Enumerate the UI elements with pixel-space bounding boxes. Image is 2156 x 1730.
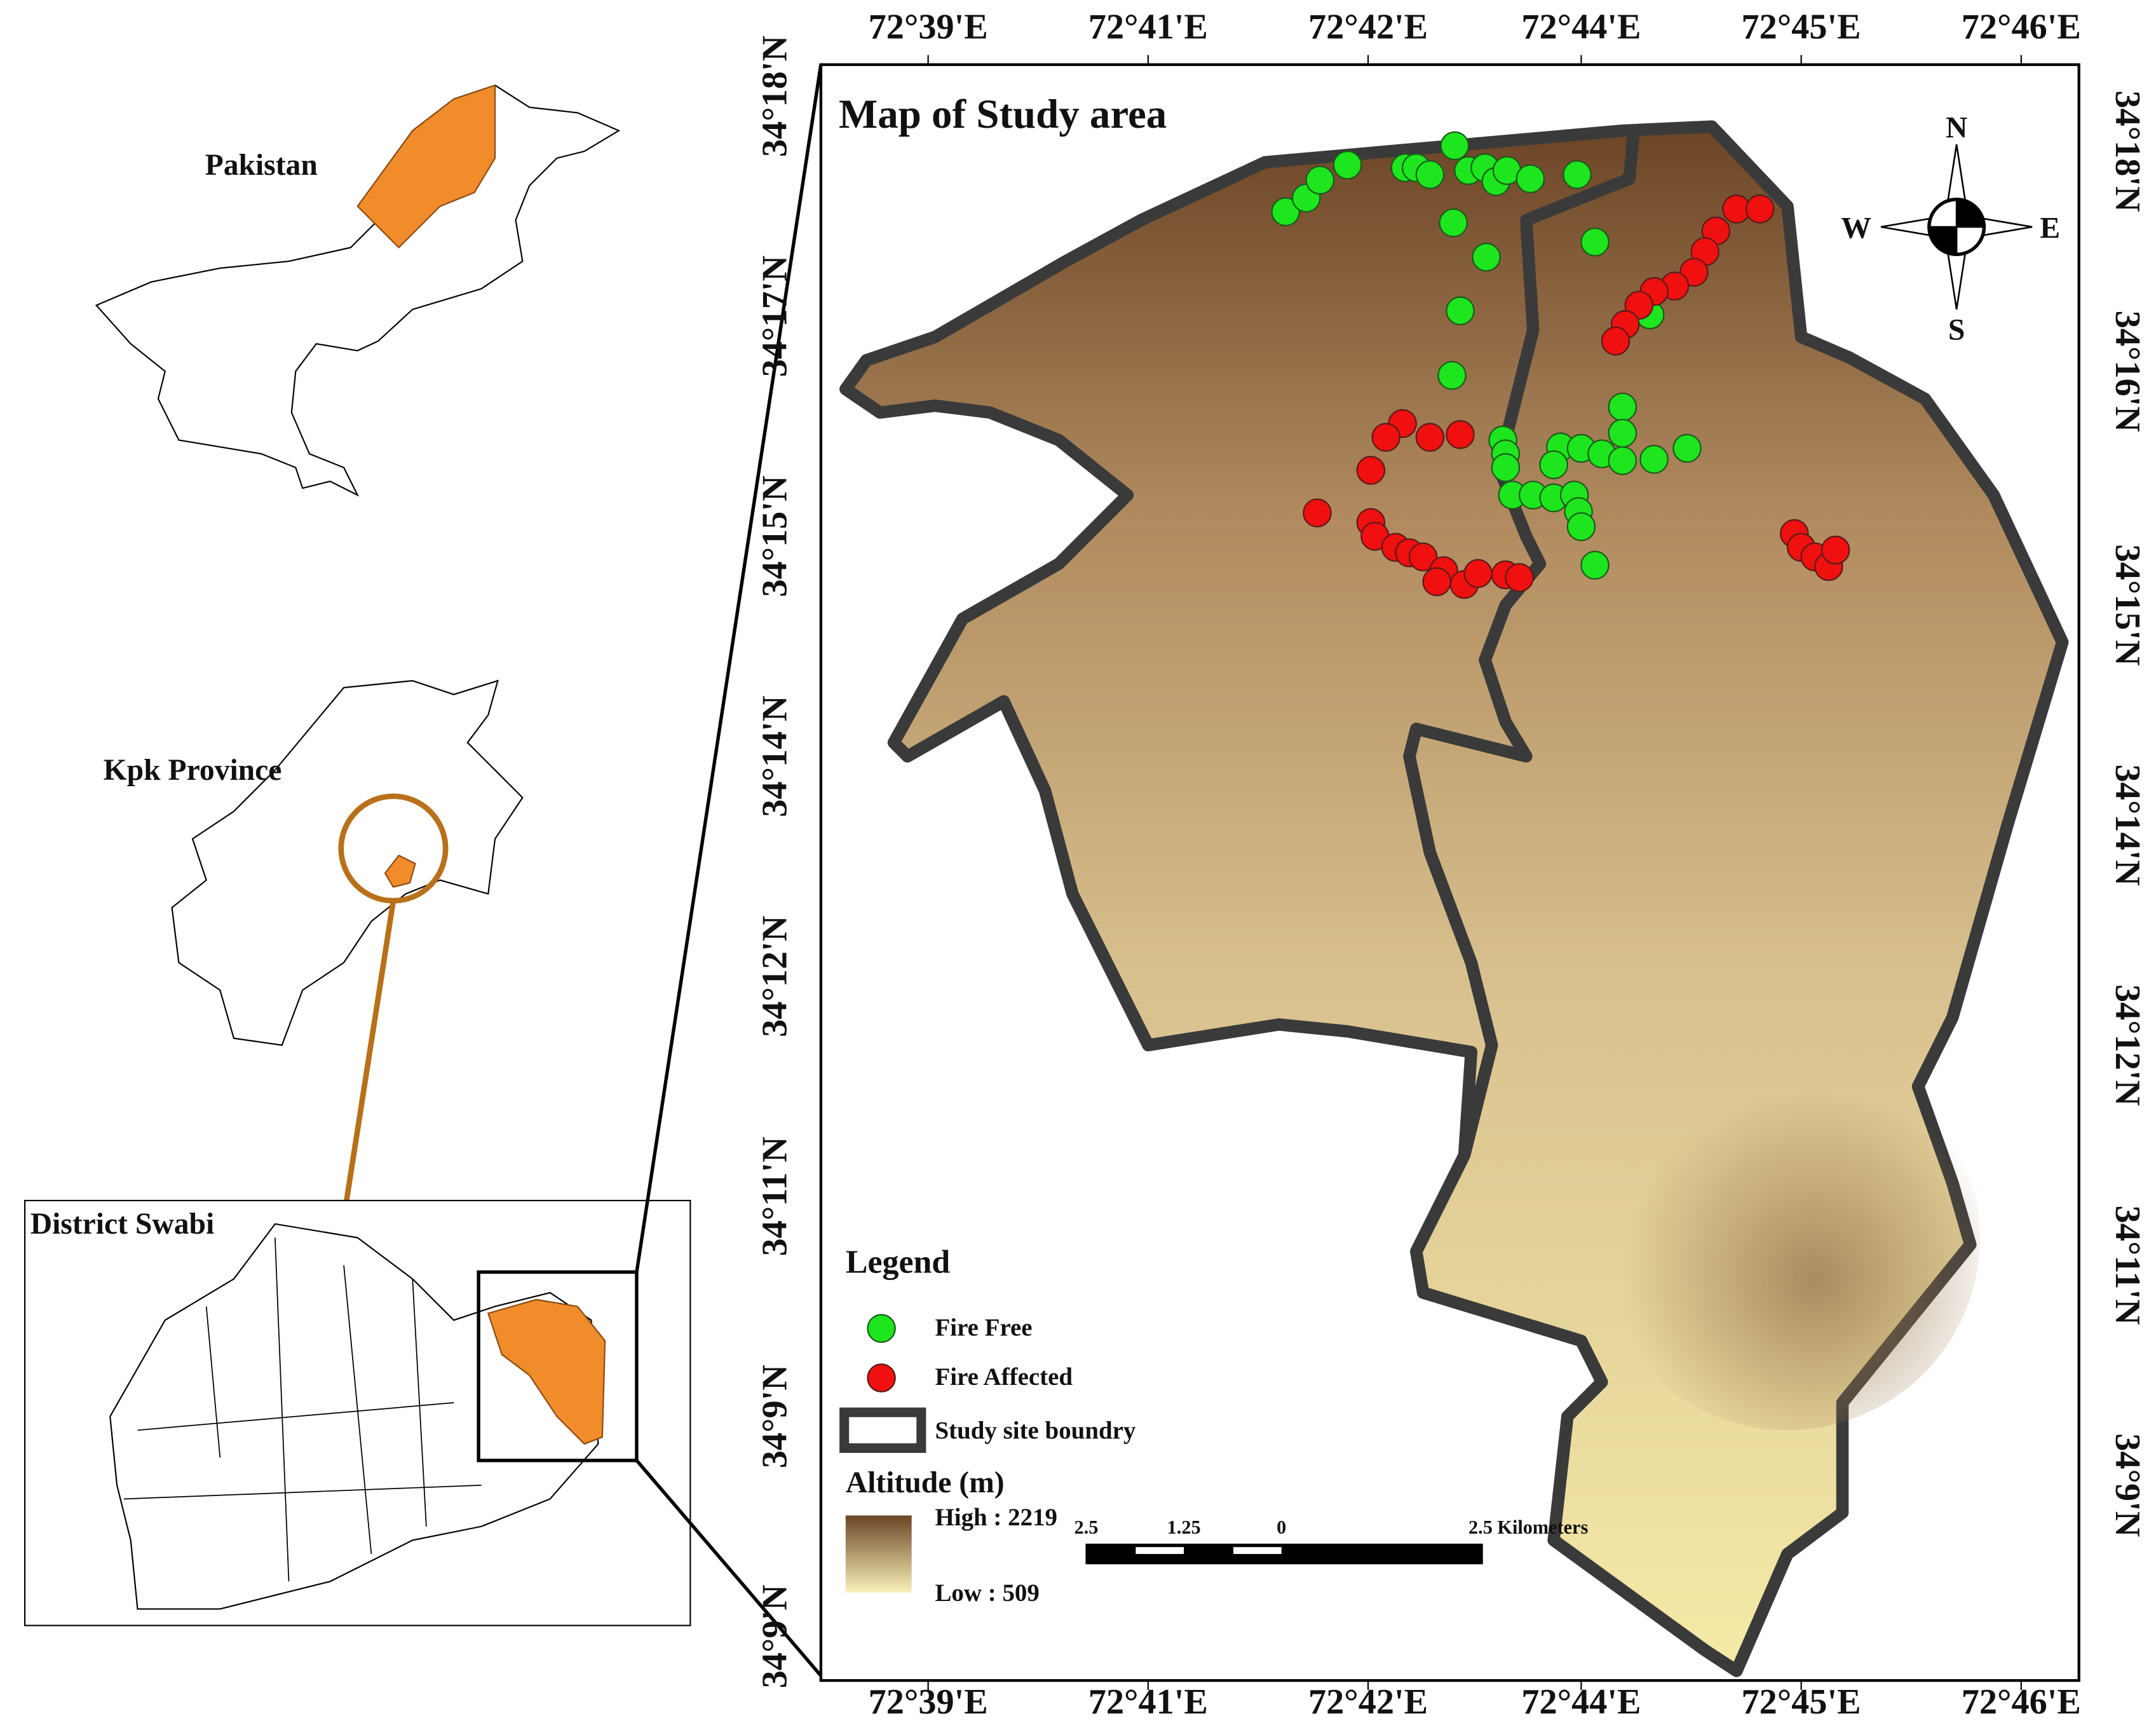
fire-affected-point — [1415, 423, 1445, 452]
lon-label: 72°41'E — [1088, 8, 1208, 47]
pakistan-inset — [95, 84, 621, 497]
legend-label: Fire Free — [935, 1314, 1032, 1341]
fire-affected-point — [1746, 194, 1775, 224]
kpk-inset — [171, 679, 524, 1201]
fire-affected-point — [1821, 535, 1850, 565]
compass-w: W — [1841, 212, 1871, 245]
lon-label: 72°46'E — [1962, 8, 2081, 47]
fire-free-point — [1437, 360, 1467, 390]
fire-free-point — [1566, 512, 1596, 541]
scale-label: 1.25 — [1167, 1516, 1201, 1538]
north-arrow — [1880, 144, 2033, 310]
fire-free-point — [1415, 160, 1445, 189]
altitude-low: Low : 509 — [935, 1579, 1039, 1607]
legend-symbol — [867, 1314, 896, 1343]
inset-label: District Swabi — [31, 1208, 215, 1241]
lat-label: 34°11'N — [756, 1136, 795, 1256]
fire-free-point — [1672, 433, 1702, 463]
compass-e: E — [2040, 212, 2060, 245]
scale-bar — [1085, 1543, 1483, 1565]
lon-label: 72°42'E — [1308, 8, 1428, 47]
compass-n: N — [1946, 111, 1967, 144]
fire-free-point — [1515, 164, 1545, 194]
fire-free-point — [1580, 228, 1610, 257]
map-title: Map of Study area — [839, 92, 1167, 137]
legend-symbol — [867, 1363, 896, 1393]
fire-free-point — [1539, 450, 1568, 480]
fire-affected-point — [1303, 498, 1332, 528]
lat-label: 34°14'N — [756, 695, 795, 817]
fire-free-point — [1563, 160, 1592, 189]
fire-free-point — [1608, 392, 1637, 422]
lon-label: 72°39'E — [869, 8, 988, 47]
fire-affected-point — [1601, 326, 1631, 356]
lat-label: 34°17'N — [756, 255, 795, 377]
lat-label: 34°18'N — [2108, 90, 2147, 212]
fire-free-point — [1332, 150, 1362, 180]
fire-affected-point — [1505, 563, 1534, 592]
lat-label: 34°14'N — [2108, 765, 2147, 886]
scale-label: 2.5 — [1075, 1516, 1099, 1538]
sample-points — [1271, 131, 1850, 599]
scale-label: 2.5 Kilometers — [1468, 1516, 1589, 1538]
lon-label: 72°45'E — [1742, 8, 1861, 47]
lat-label: 34°11'N — [2108, 1206, 2147, 1325]
legend-symbol — [839, 1407, 926, 1454]
altitude-ramp — [845, 1515, 912, 1593]
fire-free-point — [1580, 550, 1610, 580]
lat-label: 34°12'N — [756, 916, 795, 1037]
fire-free-point — [1439, 208, 1468, 238]
lat-label: 34°12'N — [2108, 984, 2147, 1106]
fire-affected-point — [1463, 559, 1493, 589]
inset-label: Kpk Province — [104, 754, 282, 787]
lat-label: 34°9'N — [2108, 1433, 2147, 1537]
lat-label: 34°9'N — [756, 1584, 795, 1688]
fire-free-point — [1271, 197, 1300, 226]
fire-affected-point — [1371, 423, 1400, 452]
lon-label: 72°44'E — [1521, 8, 1641, 47]
fire-affected-point — [1356, 456, 1386, 485]
lat-label: 34°15'N — [756, 475, 795, 597]
fire-affected-point — [1422, 567, 1451, 596]
scale-label: 0 — [1277, 1516, 1286, 1538]
fire-affected-point — [1408, 542, 1438, 572]
inset-label: Pakistan — [205, 149, 318, 182]
altitude-high: High : 2219 — [935, 1504, 1057, 1531]
legend-label: Study site boundry — [935, 1417, 1136, 1445]
study-area — [839, 120, 2069, 1677]
fire-free-point — [1446, 296, 1475, 325]
compass-s: S — [1948, 314, 1965, 347]
lat-label: 34°9'N — [756, 1365, 795, 1468]
fire-free-point — [1639, 444, 1669, 474]
fire-free-point — [1608, 418, 1637, 448]
lat-label: 34°18'N — [756, 36, 795, 157]
fire-free-point — [1440, 131, 1470, 161]
legend-label: Fire Affected — [935, 1363, 1073, 1391]
lat-label: 34°15'N — [2108, 544, 2147, 665]
fire-free-point — [1305, 165, 1335, 195]
fire-affected-point — [1446, 420, 1475, 449]
fire-free-point — [1491, 453, 1521, 482]
fire-free-point — [1472, 242, 1501, 272]
altitude-title: Altitude (m) — [846, 1466, 1005, 1499]
graticule-labels: 72°39'E 72°41'E 72°42'E 72°44'E 72°45'E 72°46… — [756, 8, 2148, 1722]
fire-free-point — [1608, 446, 1637, 475]
legend-title: Legend — [846, 1244, 951, 1281]
district-inset — [24, 64, 827, 1682]
lat-label: 34°16'N — [2108, 311, 2147, 432]
